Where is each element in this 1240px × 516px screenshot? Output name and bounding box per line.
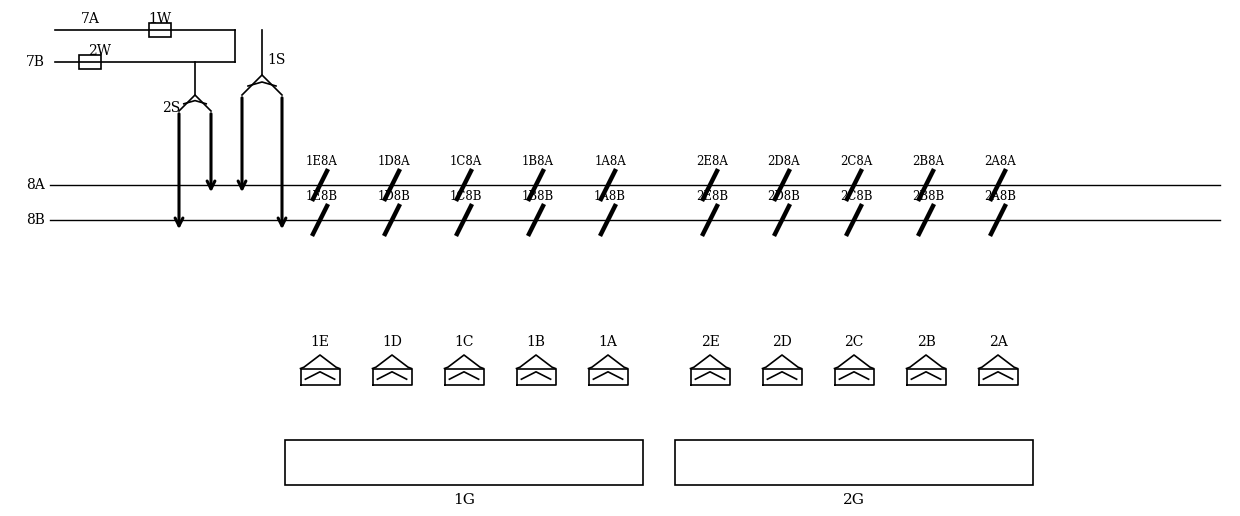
Text: 2D: 2D	[773, 335, 792, 349]
Text: 1E8B: 1E8B	[306, 190, 339, 203]
Text: 2G: 2G	[843, 493, 866, 507]
Text: 1E8A: 1E8A	[306, 155, 339, 168]
Text: 1A8A: 1A8A	[594, 155, 626, 168]
Text: 7B: 7B	[26, 55, 45, 69]
Bar	[79, 55, 100, 69]
Bar	[675, 440, 1033, 485]
Text: 1W: 1W	[149, 12, 171, 26]
Text: 1B: 1B	[527, 335, 546, 349]
Text: 2S: 2S	[161, 101, 180, 115]
Bar	[149, 23, 171, 37]
Text: 2E: 2E	[701, 335, 719, 349]
Text: 2A: 2A	[988, 335, 1007, 349]
Text: 1C8B: 1C8B	[450, 190, 482, 203]
Text: 2E8A: 2E8A	[696, 155, 728, 168]
Text: 2C8B: 2C8B	[839, 190, 872, 203]
Text: 2A8B: 2A8B	[985, 190, 1016, 203]
Text: 1D8B: 1D8B	[377, 190, 410, 203]
Text: 2D8B: 2D8B	[768, 190, 801, 203]
Text: 1D8A: 1D8A	[378, 155, 410, 168]
Text: 2W: 2W	[88, 44, 112, 58]
Text: 1B8B: 1B8B	[522, 190, 554, 203]
Text: 2D8A: 2D8A	[768, 155, 800, 168]
Text: 1C: 1C	[454, 335, 474, 349]
Text: 2B8A: 2B8A	[911, 155, 944, 168]
Text: 1D: 1D	[382, 335, 402, 349]
Text: 1B8A: 1B8A	[522, 155, 554, 168]
Bar	[285, 440, 644, 485]
Text: 1E: 1E	[310, 335, 330, 349]
Text: 1A: 1A	[599, 335, 618, 349]
Text: 2E8B: 2E8B	[696, 190, 728, 203]
Text: 2B: 2B	[916, 335, 935, 349]
Text: 2C8A: 2C8A	[839, 155, 872, 168]
Text: 1G: 1G	[453, 493, 475, 507]
Text: 1A8B: 1A8B	[594, 190, 626, 203]
Text: 1C8A: 1C8A	[450, 155, 482, 168]
Text: 8B: 8B	[26, 213, 45, 227]
Text: 8A: 8A	[26, 178, 45, 192]
Text: 2A8A: 2A8A	[985, 155, 1016, 168]
Text: 2B8B: 2B8B	[911, 190, 944, 203]
Text: 1S: 1S	[267, 53, 285, 67]
Text: 7A: 7A	[81, 12, 99, 26]
Text: 2C: 2C	[844, 335, 864, 349]
